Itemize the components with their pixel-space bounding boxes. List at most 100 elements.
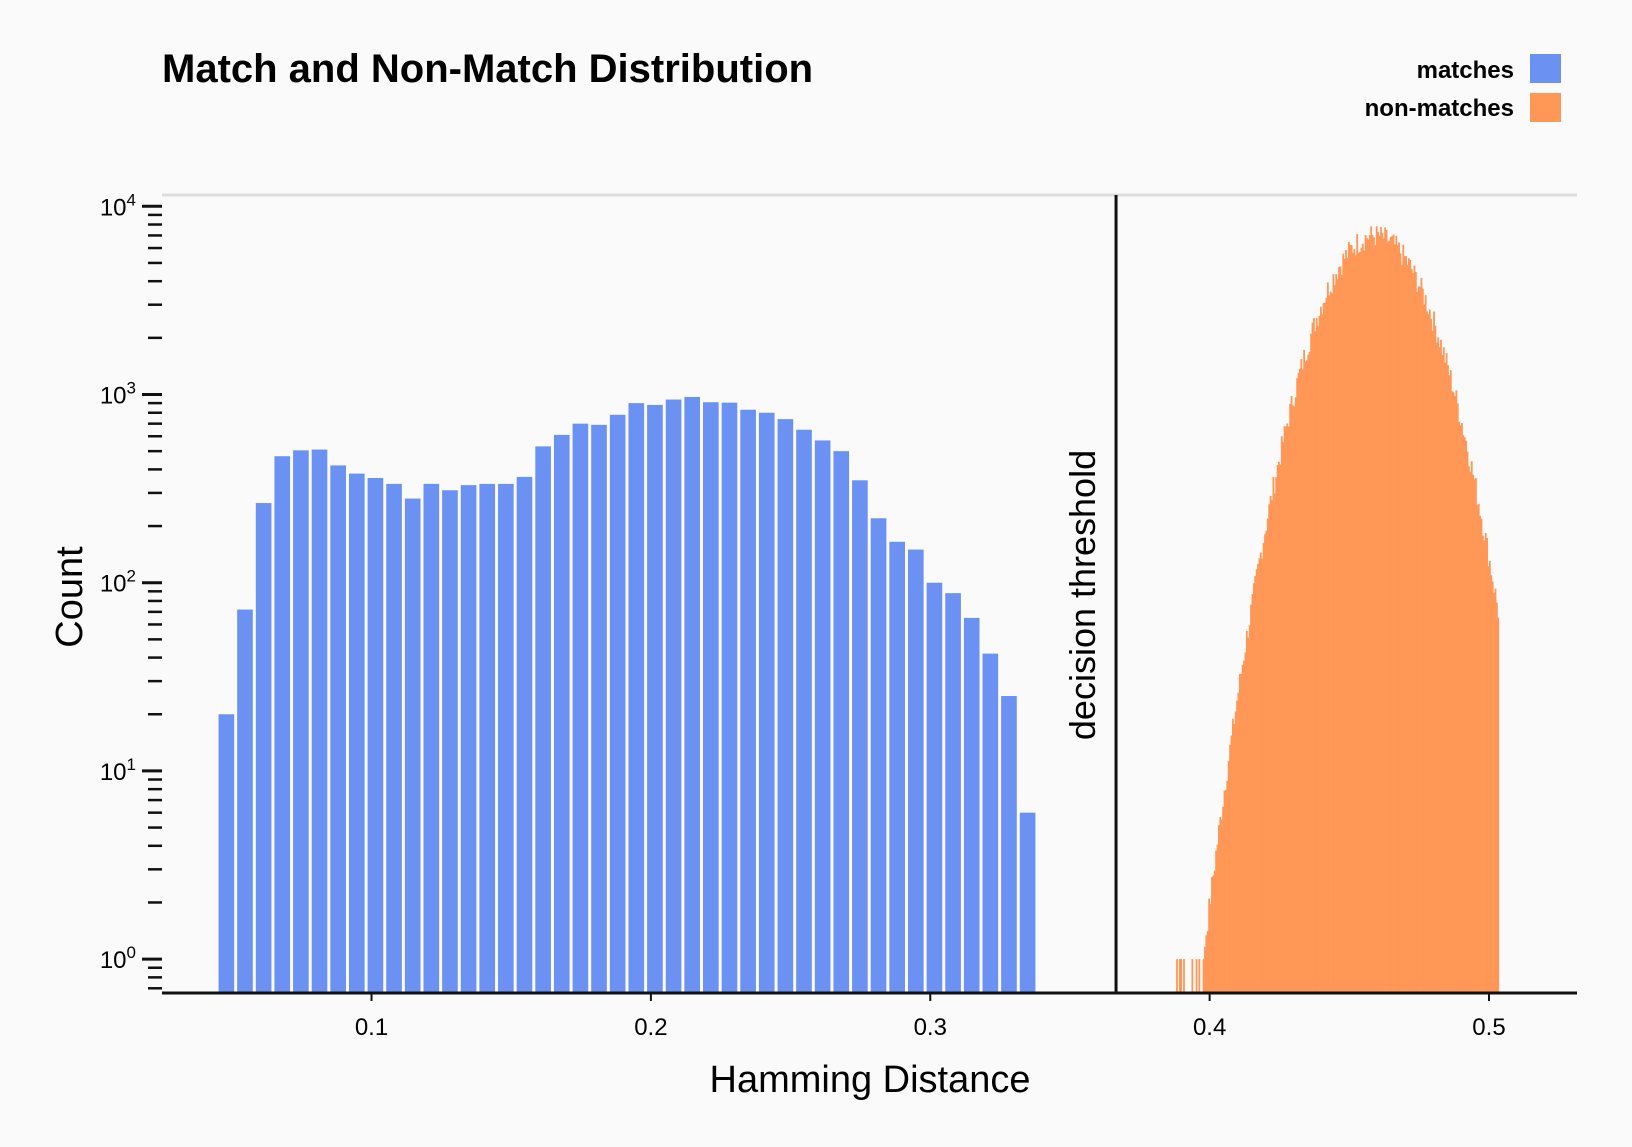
non-match-bar [1490, 575, 1493, 993]
non-match-bar [1234, 711, 1237, 993]
non-match-bar [1319, 306, 1322, 993]
non-match-bar [1364, 235, 1367, 993]
non-match-bar [1444, 362, 1447, 994]
non-match-bar [1285, 426, 1287, 993]
non-match-bar [1294, 397, 1297, 993]
non-match-bar [1333, 285, 1336, 993]
non-match-bar [1428, 309, 1431, 993]
non-match-bar [1417, 286, 1420, 993]
non-match-bar [1475, 478, 1477, 993]
match-bar [945, 593, 961, 993]
non-match-bar [1304, 361, 1307, 993]
non-match-bar [1195, 959, 1198, 993]
match-bars [218, 396, 1036, 994]
non-match-bar [1495, 602, 1498, 993]
non-match-bar [1412, 273, 1414, 993]
non-match-bar [1255, 569, 1258, 993]
non-match-bar [1303, 349, 1306, 993]
non-match-bar [1497, 617, 1500, 993]
non-match-bar [1257, 563, 1259, 993]
non-match-bar [1252, 583, 1255, 993]
non-match-bar [1343, 258, 1346, 993]
non-match-bar [1178, 959, 1181, 993]
match-bar [684, 396, 701, 994]
match-bar [814, 440, 831, 994]
non-match-bar [1240, 673, 1243, 993]
non-match-bar [1224, 789, 1227, 993]
chart-title: Match and Non-Match Distribution [162, 47, 813, 91]
non-match-bar [1269, 495, 1272, 993]
non-match-bar [1180, 959, 1183, 993]
non-match-bar [1268, 504, 1271, 993]
non-match-bar [1241, 664, 1244, 993]
non-match-bar [1317, 325, 1319, 993]
non-match-bar [1208, 898, 1211, 993]
non-match-bar [1410, 269, 1413, 994]
non-match-bar [1491, 581, 1494, 993]
non-match-bar [1366, 238, 1368, 993]
non-match-bar [1216, 844, 1219, 993]
y-tick-label: 103 [100, 379, 136, 410]
match-bar [907, 549, 924, 993]
non-match-bar [1278, 461, 1280, 994]
non-match-bar [1346, 257, 1349, 993]
non-match-bar [1259, 552, 1262, 993]
non-match-bar [1409, 259, 1412, 994]
non-match-bar [1398, 242, 1401, 994]
non-match-bar [1211, 877, 1213, 993]
non-match-bar [1213, 870, 1216, 993]
non-match-bar [1312, 318, 1315, 993]
non-match-bar [1473, 479, 1476, 993]
non-match-bar [1433, 311, 1435, 993]
non-match-bar [1328, 295, 1331, 993]
match-bar [460, 485, 477, 993]
non-match-bar [1374, 245, 1377, 994]
y-tick-label: 101 [100, 755, 136, 786]
non-match-bar [1484, 532, 1487, 993]
non-match-bar [1301, 369, 1304, 993]
match-bar [442, 490, 458, 993]
match-bar [1019, 812, 1036, 993]
non-match-bar [1297, 373, 1300, 994]
non-match-bar [1378, 236, 1381, 993]
non-match-bar [1261, 558, 1264, 993]
non-match-bar [1421, 288, 1424, 993]
non-match-bar [1289, 403, 1292, 993]
non-match-bar [1212, 875, 1215, 993]
non-match-bar [1403, 256, 1406, 993]
non-match-bar [1399, 253, 1402, 993]
non-match-bar [1396, 245, 1399, 993]
non-match-bar [1363, 250, 1366, 993]
non-match-bar [1311, 322, 1314, 994]
non-match-bar [1469, 471, 1472, 994]
non-match-bar [1427, 314, 1430, 994]
non-match-bar [1373, 237, 1375, 993]
non-match-bar [1205, 935, 1208, 993]
non-match-bar [1308, 351, 1311, 993]
non-match-bar [1218, 825, 1220, 993]
match-bar [758, 412, 775, 993]
non-match-bar [1279, 464, 1282, 993]
non-match-bar [1406, 264, 1409, 993]
non-match-bar [1440, 339, 1442, 993]
non-match-bar [1448, 375, 1451, 993]
non-match-bar [1204, 946, 1206, 993]
match-bar [852, 480, 868, 994]
non-match-bar [1388, 240, 1391, 994]
non-match-bar [1329, 291, 1332, 993]
non-match-bar [1452, 392, 1455, 994]
non-match-bar [1431, 330, 1434, 994]
non-match-bar [1480, 518, 1483, 993]
non-match-bar [1482, 535, 1484, 993]
non-match-bar [1483, 540, 1486, 993]
y-tick-label: 102 [100, 567, 136, 598]
non-match-bar [1251, 594, 1254, 993]
non-match-bar [1299, 368, 1301, 993]
non-match-bar [1209, 903, 1212, 993]
non-match-bar [1202, 959, 1205, 993]
legend-label-non-matches: non-matches [1365, 95, 1514, 122]
non-match-bar [1342, 253, 1345, 994]
non-match-bar [1359, 252, 1361, 993]
non-match-bar [1426, 311, 1428, 993]
x-tick-label: 0.4 [1193, 1014, 1226, 1041]
